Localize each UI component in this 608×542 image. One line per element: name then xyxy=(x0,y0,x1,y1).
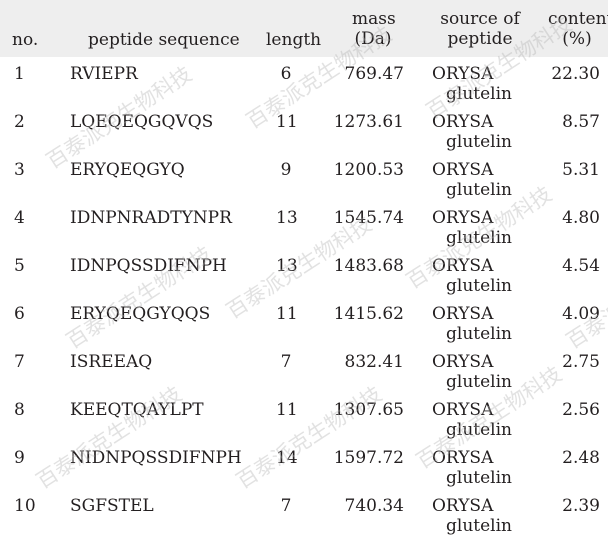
cell-length: 11 xyxy=(276,400,298,420)
cell-no: 3 xyxy=(14,160,25,180)
table-row: 5 IDNPQSSDIFNPH 13 1483.68 ORYSA glutelin 4.54 xyxy=(0,250,608,298)
cell-source: ORYSA xyxy=(432,304,494,324)
header-source-peptide: peptide xyxy=(447,29,513,49)
cell-source-protein: glutelin xyxy=(446,228,512,248)
cell-source-protein: glutelin xyxy=(446,324,512,344)
cell-content: 2.75 xyxy=(562,352,600,372)
cell-content: 22.30 xyxy=(551,64,600,84)
cell-content: 4.09 xyxy=(562,304,600,324)
cell-content: 4.54 xyxy=(562,256,600,276)
cell-peptide-sequence: LQEQEQGQVQS xyxy=(70,112,214,132)
cell-no: 8 xyxy=(14,400,25,420)
header-source: source of xyxy=(440,9,520,29)
cell-length: 7 xyxy=(280,352,292,372)
cell-no: 2 xyxy=(14,112,25,132)
cell-source-protein: glutelin xyxy=(446,132,512,152)
cell-mass: 740.34 xyxy=(344,496,404,516)
cell-length: 9 xyxy=(280,160,292,180)
cell-source: ORYSA xyxy=(432,400,494,420)
cell-no: 5 xyxy=(14,256,25,276)
cell-source: ORYSA xyxy=(432,160,494,180)
cell-mass: 1545.74 xyxy=(333,208,404,228)
table-row: 10 SGFSTEL 7 740.34 ORYSA glutelin 2.39 xyxy=(0,490,608,538)
header-length: length xyxy=(266,30,322,50)
cell-source-protein: glutelin xyxy=(446,420,512,440)
cell-source: ORYSA xyxy=(432,208,494,228)
table-row: 7 ISREEAQ 7 832.41 ORYSA glutelin 2.75 xyxy=(0,346,608,394)
cell-no: 1 xyxy=(14,64,25,84)
table-row: 8 KEEQTQAYLPT 11 1307.65 ORYSA glutelin 2.56 xyxy=(0,394,608,442)
header-content: content xyxy=(548,9,608,29)
cell-no: 10 xyxy=(14,496,36,516)
cell-length: 11 xyxy=(276,304,298,324)
cell-length: 11 xyxy=(276,112,298,132)
table-row: 1 RVIEPR 6 769.47 ORYSA glutelin 22.30 xyxy=(0,58,608,106)
cell-content: 4.80 xyxy=(562,208,600,228)
cell-source-protein: glutelin xyxy=(446,372,512,392)
cell-peptide-sequence: IDNPNRADTYNPR xyxy=(70,208,232,228)
cell-source: ORYSA xyxy=(432,112,494,132)
cell-source: ORYSA xyxy=(432,496,494,516)
cell-mass: 832.41 xyxy=(344,352,404,372)
cell-peptide-sequence: ERYQEQGYQQS xyxy=(70,304,211,324)
cell-peptide-sequence: IDNPQSSDIFNPH xyxy=(70,256,227,276)
cell-length: 14 xyxy=(276,448,298,468)
cell-mass: 1273.61 xyxy=(333,112,404,132)
header-no: no. xyxy=(12,30,39,50)
cell-source-protein: glutelin xyxy=(446,180,512,200)
header-mass-unit: (Da) xyxy=(354,29,392,49)
table-row: 2 LQEQEQGQVQS 11 1273.61 ORYSA glutelin 8.57 xyxy=(0,106,608,154)
cell-content: 8.57 xyxy=(562,112,600,132)
cell-source: ORYSA xyxy=(432,256,494,276)
cell-mass: 1200.53 xyxy=(333,160,404,180)
cell-content: 2.48 xyxy=(562,448,600,468)
cell-content: 5.31 xyxy=(562,160,600,180)
cell-length: 13 xyxy=(276,208,298,228)
header-mass: mass xyxy=(352,9,396,29)
cell-no: 4 xyxy=(14,208,25,228)
cell-peptide-sequence: ERYQEQGYQ xyxy=(70,160,185,180)
header-content-unit: (%) xyxy=(562,29,592,49)
cell-source-protein: glutelin xyxy=(446,468,512,488)
cell-mass: 1307.65 xyxy=(333,400,404,420)
cell-no: 9 xyxy=(14,448,25,468)
table-header: no. peptide sequence length mass (Da) so… xyxy=(0,0,608,57)
cell-mass: 1597.72 xyxy=(333,448,404,468)
cell-length: 13 xyxy=(276,256,298,276)
cell-no: 6 xyxy=(14,304,25,324)
header-peptide-sequence: peptide sequence xyxy=(88,30,240,50)
cell-length: 6 xyxy=(280,64,292,84)
cell-source: ORYSA xyxy=(432,352,494,372)
cell-peptide-sequence: RVIEPR xyxy=(70,64,138,84)
cell-source-protein: glutelin xyxy=(446,516,512,536)
cell-peptide-sequence: SGFSTEL xyxy=(70,496,154,516)
table-row: 3 ERYQEQGYQ 9 1200.53 ORYSA glutelin 5.31 xyxy=(0,154,608,202)
cell-mass: 1483.68 xyxy=(333,256,404,276)
cell-peptide-sequence: ISREEAQ xyxy=(70,352,153,372)
cell-length: 7 xyxy=(280,496,292,516)
table-row: 6 ERYQEQGYQQS 11 1415.62 ORYSA glutelin 4.09 xyxy=(0,298,608,346)
cell-peptide-sequence: KEEQTQAYLPT xyxy=(70,400,204,420)
cell-content: 2.56 xyxy=(562,400,600,420)
cell-mass: 1415.62 xyxy=(333,304,404,324)
table-row: 9 NIDNPQSSDIFNPH 14 1597.72 ORYSA glutelin 2.4… xyxy=(0,442,608,490)
cell-source: ORYSA xyxy=(432,448,494,468)
cell-mass: 769.47 xyxy=(344,64,404,84)
cell-source: ORYSA xyxy=(432,64,494,84)
cell-source-protein: glutelin xyxy=(446,84,512,104)
table-row: 4 IDNPNRADTYNPR 13 1545.74 ORYSA glutelin 4.80 xyxy=(0,202,608,250)
cell-source-protein: glutelin xyxy=(446,276,512,296)
cell-no: 7 xyxy=(14,352,25,372)
cell-content: 2.39 xyxy=(562,496,600,516)
cell-peptide-sequence: NIDNPQSSDIFNPH xyxy=(70,448,242,468)
